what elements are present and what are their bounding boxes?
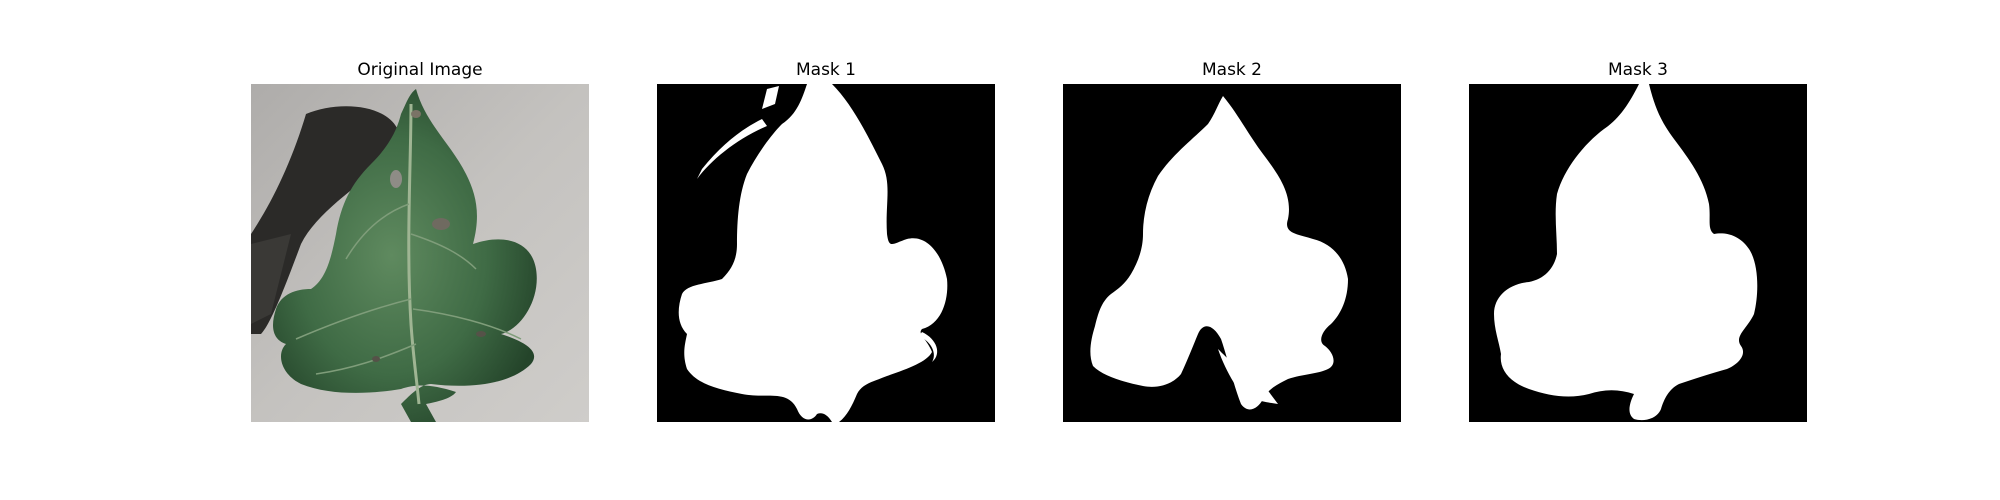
panel-title: Mask 2 xyxy=(1201,60,1262,80)
mask-image xyxy=(1063,84,1401,422)
panel-title: Mask 3 xyxy=(1607,60,1668,80)
panel-mask-3: Mask 3 xyxy=(1469,0,1807,500)
panel-mask-1: Mask 1 xyxy=(657,0,995,500)
panel-title: Mask 1 xyxy=(795,60,856,80)
original-image xyxy=(251,84,589,422)
panel-title: Original Image xyxy=(357,60,483,80)
mask-image xyxy=(657,84,995,422)
mask-image xyxy=(1469,84,1807,422)
panel-mask-2: Mask 2 xyxy=(1063,0,1401,500)
panel-original-image: Original Image xyxy=(251,0,589,500)
